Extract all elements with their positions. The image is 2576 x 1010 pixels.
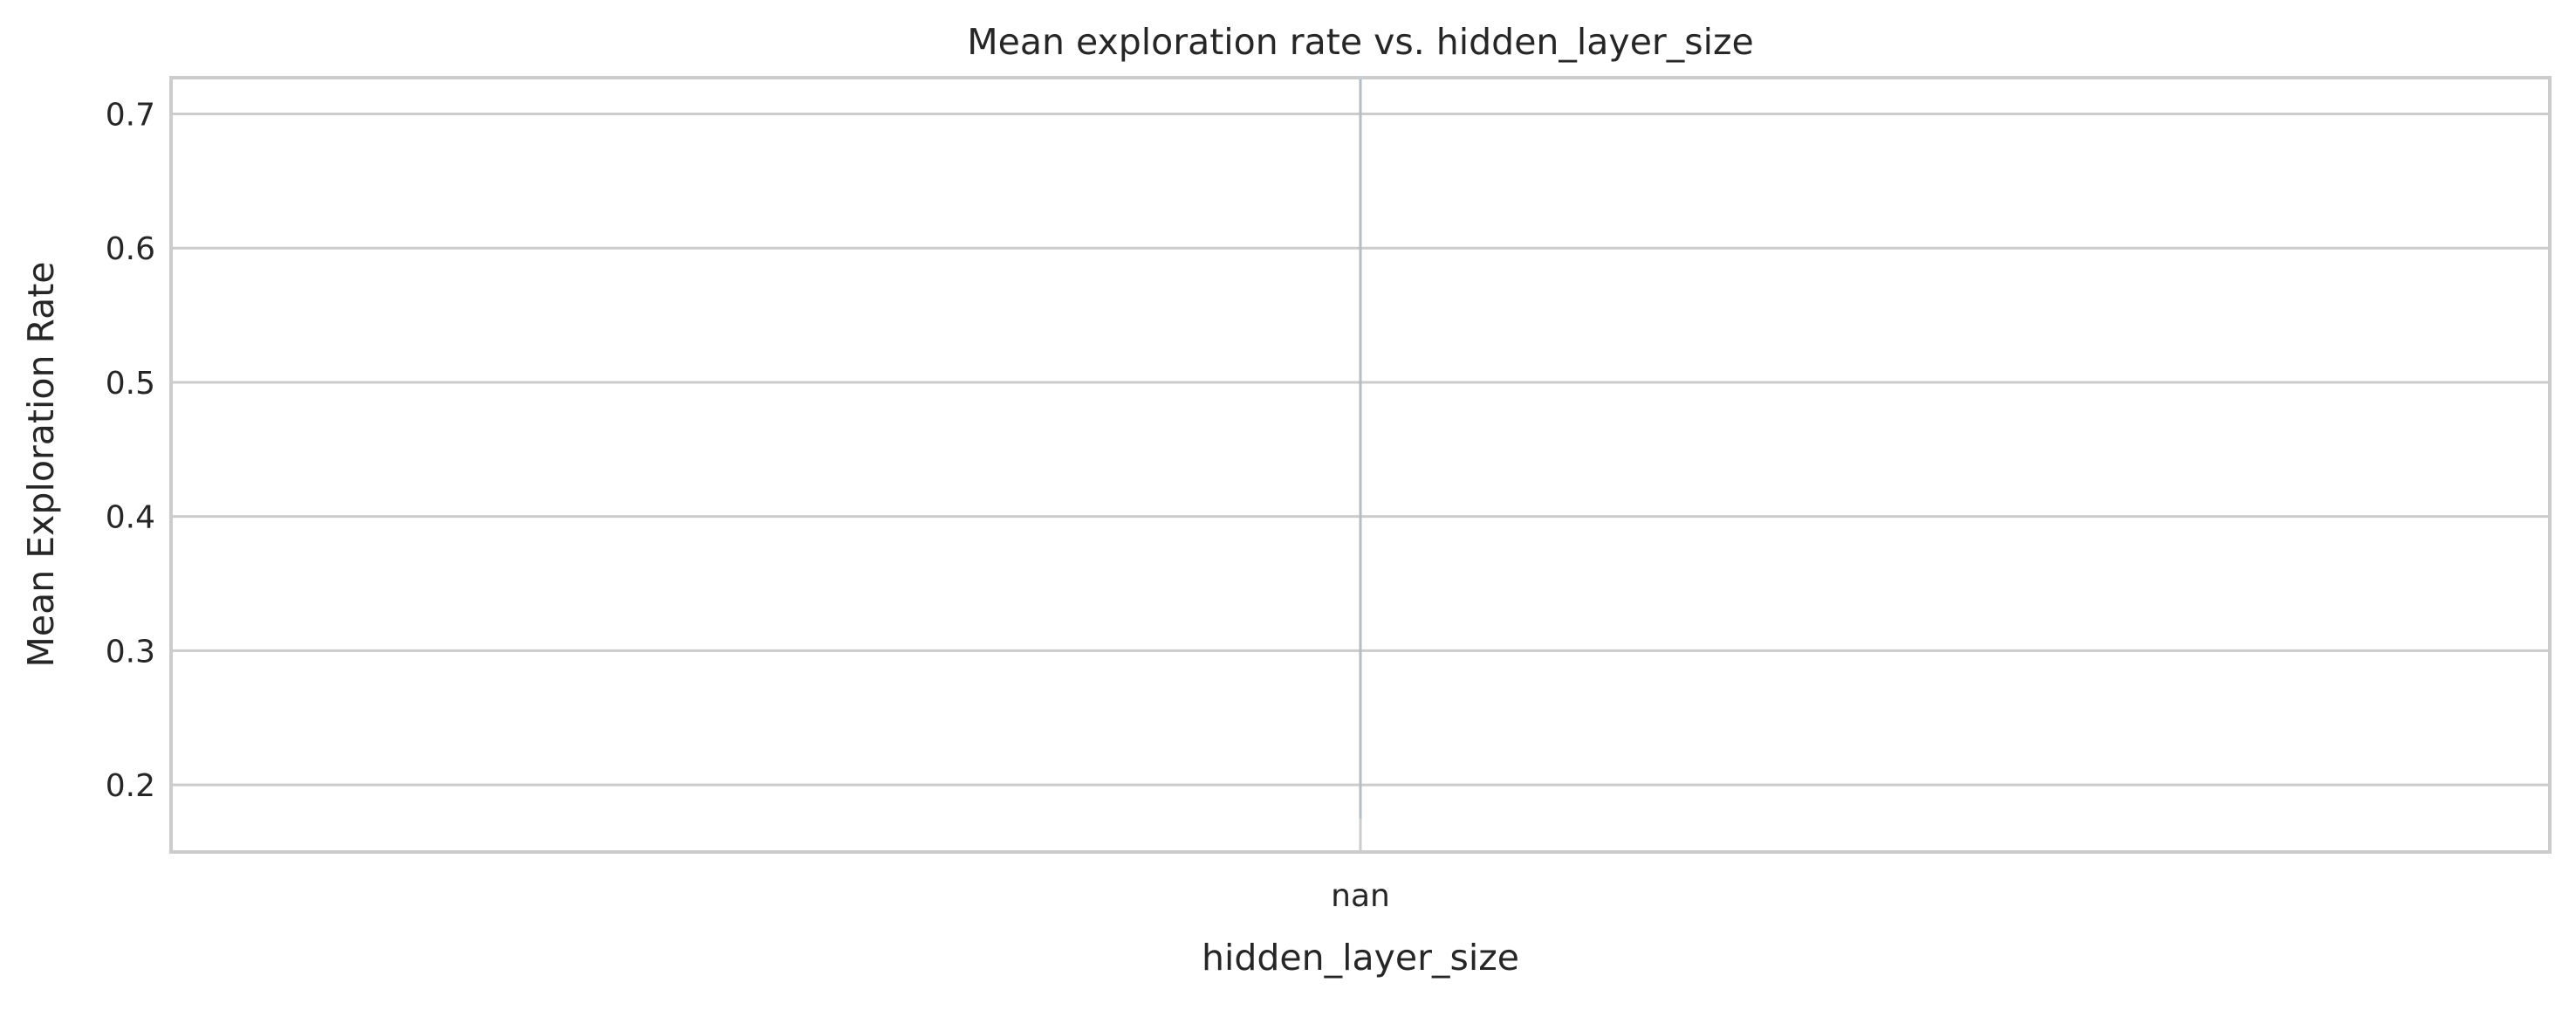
y-tick-label: 0.2 bbox=[106, 768, 155, 804]
y-tick-label: 0.7 bbox=[106, 98, 155, 134]
y-tick-label: 0.6 bbox=[106, 231, 155, 267]
x-tick-labels: nan bbox=[1331, 878, 1390, 914]
y-tick-labels: 0.2 0.3 0.4 0.5 0.6 0.7 bbox=[106, 98, 155, 805]
x-tick-label: nan bbox=[1331, 878, 1390, 914]
plot-frame bbox=[169, 76, 2552, 854]
y-tick-label: 0.4 bbox=[106, 500, 155, 536]
y-tick-label: 0.3 bbox=[106, 634, 155, 670]
y-axis-label: Mean Exploration Rate bbox=[20, 262, 62, 668]
chart-title: Mean exploration rate vs. hidden_layer_s… bbox=[967, 21, 1754, 63]
y-tick-label: 0.5 bbox=[106, 366, 155, 402]
x-axis-label: hidden_layer_size bbox=[1202, 937, 1519, 979]
